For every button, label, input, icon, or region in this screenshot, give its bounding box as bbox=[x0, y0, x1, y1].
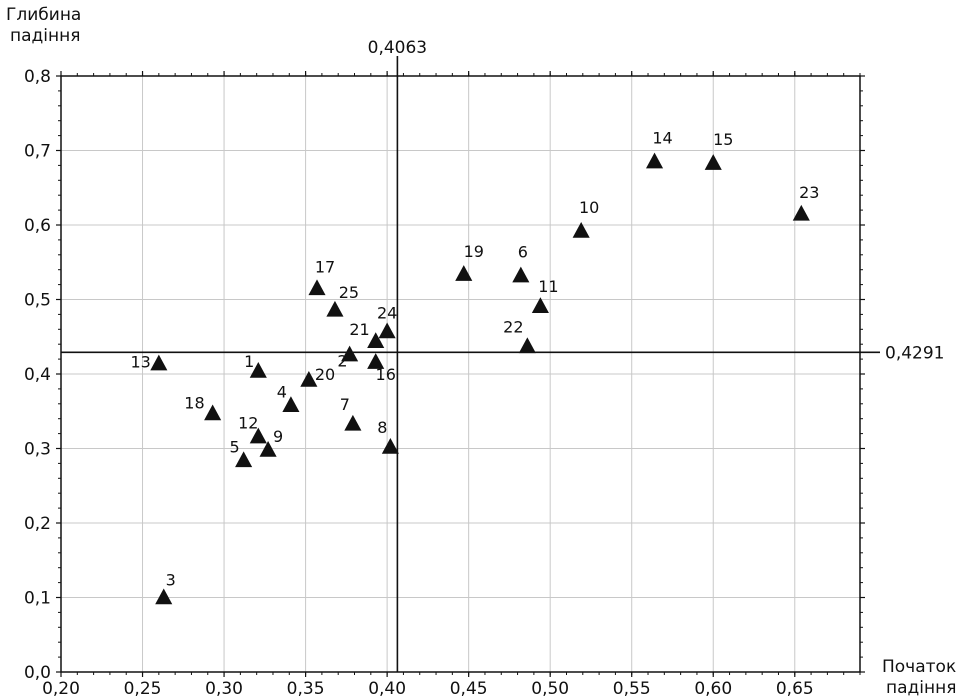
data-point-label: 19 bbox=[464, 242, 484, 261]
x-tick-label: 0,60 bbox=[694, 679, 732, 699]
data-point-marker bbox=[792, 204, 810, 221]
data-point-marker bbox=[531, 297, 549, 313]
data-point-marker bbox=[704, 154, 722, 170]
data-point-marker bbox=[572, 221, 590, 238]
y-tick-label: 0,7 bbox=[24, 142, 51, 162]
data-point-label: 18 bbox=[184, 393, 204, 412]
data-point-label: 24 bbox=[377, 304, 397, 323]
y-tick-label: 0,6 bbox=[24, 216, 51, 236]
data-point-label: 12 bbox=[238, 414, 258, 433]
y-tick-label: 0,4 bbox=[24, 365, 51, 385]
data-point-marker bbox=[235, 451, 253, 468]
data-point-label: 4 bbox=[277, 382, 287, 401]
x-axis-title-line2: падіння bbox=[886, 678, 956, 698]
y-tick-label: 0,1 bbox=[24, 589, 51, 609]
data-point-marker bbox=[344, 414, 362, 431]
x-tick-label: 0,25 bbox=[124, 679, 162, 699]
x-tick-label: 0,45 bbox=[450, 679, 488, 699]
data-point-label: 9 bbox=[273, 427, 283, 446]
data-point-marker bbox=[204, 404, 222, 421]
data-point-marker bbox=[282, 396, 300, 413]
y-axis-title-line1: Глибина bbox=[6, 5, 81, 25]
horizontal-reference-label: 0,4291 bbox=[885, 343, 944, 363]
x-tick-label: 0,20 bbox=[42, 679, 80, 699]
data-point-label: 16 bbox=[376, 365, 396, 384]
axis-ticks: 0,20 0,25 0,30 0,35 0,40 0,45 0,50 0,55 0,60 0,65… bbox=[24, 67, 865, 699]
data-point-label: 11 bbox=[538, 277, 558, 296]
x-axis-title-line1: Початок bbox=[882, 657, 956, 677]
vertical-reference-label: 0,4063 bbox=[368, 38, 427, 58]
y-tick-label: 0,8 bbox=[24, 67, 51, 87]
data-point-label: 25 bbox=[339, 283, 359, 302]
data-point-marker bbox=[259, 440, 277, 457]
data-point-marker bbox=[512, 266, 530, 283]
data-point-label: 22 bbox=[503, 317, 523, 336]
data-point-marker bbox=[378, 322, 396, 339]
x-tick-label: 0,35 bbox=[287, 679, 325, 699]
reference-lines: 0,4063 0,4291 bbox=[61, 38, 944, 672]
y-tick-label: 0,5 bbox=[24, 291, 51, 311]
y-tick-label: 0,3 bbox=[24, 440, 51, 460]
x-tick-label: 0,55 bbox=[613, 679, 651, 699]
data-point-marker bbox=[518, 337, 536, 354]
data-point-marker bbox=[341, 345, 359, 362]
data-point-label: 20 bbox=[315, 365, 335, 384]
data-point-label: 2 bbox=[337, 352, 347, 371]
x-tick-label: 0,30 bbox=[205, 679, 243, 699]
data-point-label: 15 bbox=[713, 130, 733, 149]
data-point-marker bbox=[326, 300, 344, 317]
data-point-marker bbox=[308, 279, 326, 296]
data-point-marker bbox=[645, 152, 664, 169]
data-point-label: 3 bbox=[166, 571, 176, 590]
data-point-marker bbox=[381, 438, 399, 454]
data-point-label: 17 bbox=[315, 257, 335, 276]
data-point-label: 1 bbox=[244, 352, 254, 371]
data-point-marker bbox=[300, 370, 318, 387]
data-point-label: 7 bbox=[340, 395, 350, 414]
data-point-label: 21 bbox=[349, 320, 369, 339]
data-point-marker bbox=[455, 265, 473, 281]
x-tick-label: 0,50 bbox=[531, 679, 569, 699]
y-axis-title-line2: падіння bbox=[10, 26, 80, 46]
data-point-label: 6 bbox=[518, 243, 528, 262]
data-point-marker bbox=[155, 588, 173, 605]
data-point-marker bbox=[150, 354, 168, 371]
grid bbox=[60, 75, 860, 673]
y-tick-label: 0,2 bbox=[24, 514, 51, 534]
data-point-marker bbox=[249, 362, 267, 378]
data-point-label: 8 bbox=[377, 418, 387, 437]
data-point-marker bbox=[249, 427, 267, 444]
data-point-label: 13 bbox=[130, 353, 150, 372]
data-point-marker bbox=[367, 353, 385, 369]
data-point-label: 10 bbox=[579, 198, 599, 217]
x-tick-label: 0,40 bbox=[368, 679, 406, 699]
data-point-label: 5 bbox=[229, 437, 239, 456]
data-point-label: 14 bbox=[652, 129, 672, 148]
data-point-label: 23 bbox=[799, 183, 819, 202]
x-tick-label: 0,65 bbox=[776, 679, 814, 699]
data-point-marker bbox=[367, 332, 385, 348]
y-tick-label: 0,0 bbox=[24, 663, 51, 683]
